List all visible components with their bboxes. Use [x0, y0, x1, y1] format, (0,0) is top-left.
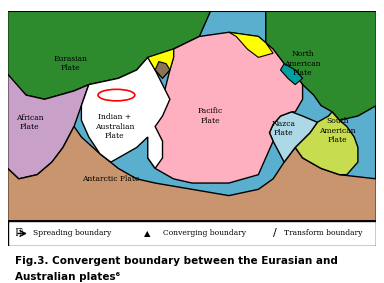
Polygon shape — [155, 62, 170, 78]
Polygon shape — [229, 32, 273, 57]
Polygon shape — [8, 11, 210, 99]
Polygon shape — [8, 127, 376, 221]
Polygon shape — [295, 112, 358, 175]
Text: ▲: ▲ — [144, 229, 151, 238]
FancyBboxPatch shape — [8, 221, 376, 246]
Polygon shape — [8, 74, 89, 179]
Text: Indian +
Australian
Plate: Indian + Australian Plate — [95, 113, 134, 140]
Text: Spreading boundary: Spreading boundary — [33, 230, 112, 237]
Polygon shape — [266, 11, 376, 120]
Text: Nazca
Plate: Nazca Plate — [271, 120, 295, 137]
Text: Australian plates⁶: Australian plates⁶ — [15, 273, 120, 282]
Polygon shape — [280, 64, 303, 85]
Text: Pacific
Plate: Pacific Plate — [198, 108, 223, 125]
Text: Antarctic Plate: Antarctic Plate — [82, 175, 140, 183]
Text: ℿ: ℿ — [15, 228, 23, 239]
Text: /: / — [273, 228, 277, 239]
Polygon shape — [81, 57, 170, 168]
FancyBboxPatch shape — [8, 11, 376, 221]
Text: Fig.3. Convergent boundary between the Eurasian and: Fig.3. Convergent boundary between the E… — [15, 256, 338, 266]
Text: Converging boundary: Converging boundary — [162, 230, 245, 237]
Text: Transform boundary: Transform boundary — [284, 230, 362, 237]
Polygon shape — [148, 49, 174, 78]
Text: South
American
Plate: South American Plate — [319, 117, 356, 144]
Text: African
Plate: African Plate — [16, 114, 44, 131]
Polygon shape — [148, 32, 303, 183]
Text: Eurasian
Plate: Eurasian Plate — [53, 55, 87, 72]
Text: North
American
Plate: North American Plate — [284, 50, 321, 77]
Polygon shape — [270, 112, 317, 162]
